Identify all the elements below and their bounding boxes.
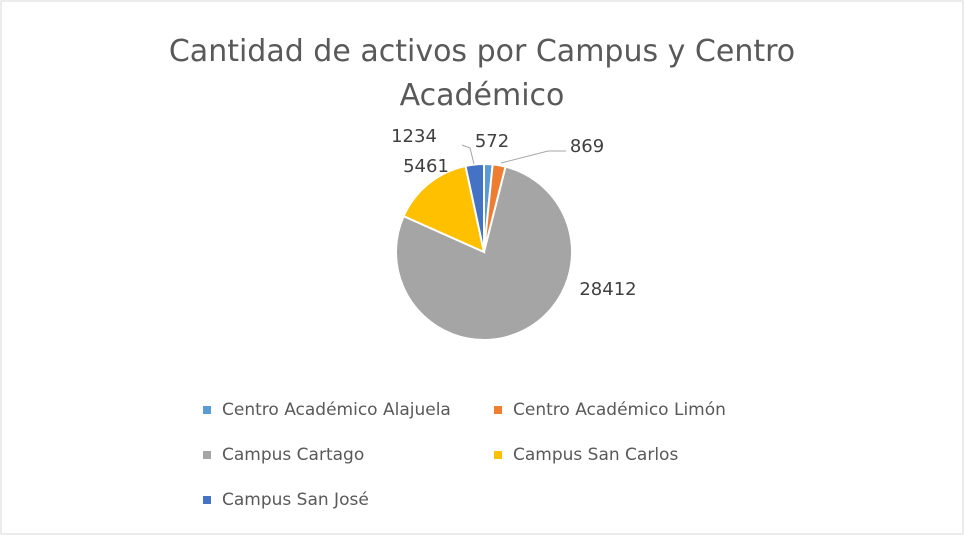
- legend-marker: [203, 406, 211, 414]
- data-label: 28412: [579, 279, 636, 300]
- data-label: 869: [570, 136, 604, 157]
- data-label: 1234: [391, 126, 437, 147]
- legend-marker: [203, 451, 211, 459]
- data-label: 5461: [403, 156, 449, 177]
- pie-slice: [464, 162, 485, 253]
- legend-label: Campus San José: [222, 490, 369, 510]
- legend-label: Campus San Carlos: [513, 445, 678, 465]
- legend-label: Centro Académico Limón: [513, 400, 726, 420]
- legend-marker: [494, 451, 502, 459]
- legend-marker: [494, 406, 502, 414]
- pie-slice: [395, 165, 573, 341]
- leader-line: [461, 144, 475, 165]
- leader-line: [500, 150, 566, 164]
- pie-slice: [402, 164, 486, 254]
- legend-label: Campus Cartago: [222, 445, 364, 465]
- chart-title: Cantidad de activos por Campus y Centro …: [168, 34, 796, 113]
- legend-marker: [203, 496, 211, 504]
- data-label: 572: [475, 131, 509, 152]
- legend-label: Centro Académico Alajuela: [222, 400, 451, 420]
